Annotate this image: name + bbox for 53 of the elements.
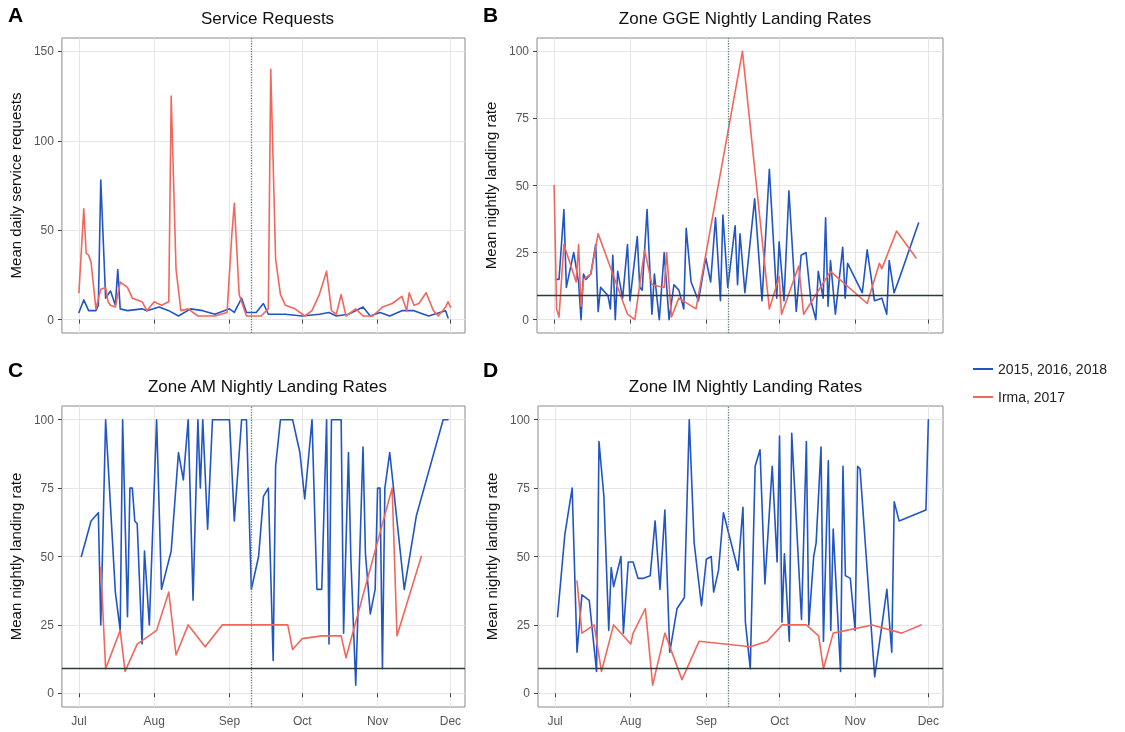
y-tick-label: 100 xyxy=(508,44,530,59)
y-tick-label: 75 xyxy=(516,481,531,496)
x-tick-label: Oct xyxy=(770,714,790,728)
y-tick-label: 150 xyxy=(33,44,55,59)
line-series xyxy=(99,487,423,673)
y-axis-title: Mean nightly landing rate xyxy=(483,472,501,641)
y-tick-label: 100 xyxy=(33,412,55,427)
x-tick-label: Aug xyxy=(620,714,642,728)
y-tick-label: 0 xyxy=(523,686,531,701)
x-tick-label: Oct xyxy=(292,714,313,728)
line-series xyxy=(555,168,920,321)
chart-title: Service Requests xyxy=(200,9,335,28)
x-tick-label: Dec xyxy=(439,714,462,728)
x-tick-label: Nov xyxy=(366,714,389,728)
y-tick-label: 25 xyxy=(516,617,531,632)
line-series xyxy=(556,418,930,678)
chart-title: Zone GGE Nightly Landing Rates xyxy=(618,9,872,28)
text: C xyxy=(8,358,24,381)
y-tick-label: 75 xyxy=(515,111,530,126)
legend-label: 2015, 2016, 2018 xyxy=(998,361,1108,377)
legend-label: Irma, 2017 xyxy=(998,389,1066,405)
chart-title: Zone IM Nightly Landing Rates xyxy=(628,377,863,396)
y-axis-title: Mean nightly landing rate xyxy=(482,101,500,270)
y-tick-label: 100 xyxy=(509,412,531,427)
x-tick-label: Jul xyxy=(547,714,563,728)
y-tick-label: 100 xyxy=(33,133,55,148)
line-series xyxy=(80,418,449,686)
x-tick-label: Sep xyxy=(695,714,718,728)
x-tick-label: Dec xyxy=(917,714,940,728)
y-tick-label: 25 xyxy=(515,245,530,260)
x-tick-label: Aug xyxy=(143,714,165,728)
text: D xyxy=(483,358,499,381)
chart-title: Zone AM Nightly Landing Rates xyxy=(147,377,388,396)
line-series xyxy=(78,179,449,319)
text: A xyxy=(8,3,24,26)
y-axis-title: Mean daily service requests xyxy=(7,92,24,279)
y-axis-title: Mean nightly landing rate xyxy=(7,472,24,641)
line-series xyxy=(576,580,922,686)
y-tick-label: 50 xyxy=(40,549,55,564)
y-tick-label: 25 xyxy=(40,617,55,632)
y-tick-label: 50 xyxy=(40,223,55,238)
x-tick-label: Nov xyxy=(844,714,866,728)
y-tick-label: 50 xyxy=(516,549,531,564)
x-tick-label: Jul xyxy=(71,714,87,728)
y-tick-label: 0 xyxy=(522,312,530,327)
line-series xyxy=(78,68,452,317)
y-tick-label: 50 xyxy=(515,178,530,193)
y-tick-label: 0 xyxy=(47,312,55,327)
x-tick-label: Sep xyxy=(218,714,241,728)
y-tick-label: 0 xyxy=(47,686,55,701)
y-tick-label: 75 xyxy=(40,481,55,496)
line-series xyxy=(553,50,917,321)
text: B xyxy=(483,3,499,26)
